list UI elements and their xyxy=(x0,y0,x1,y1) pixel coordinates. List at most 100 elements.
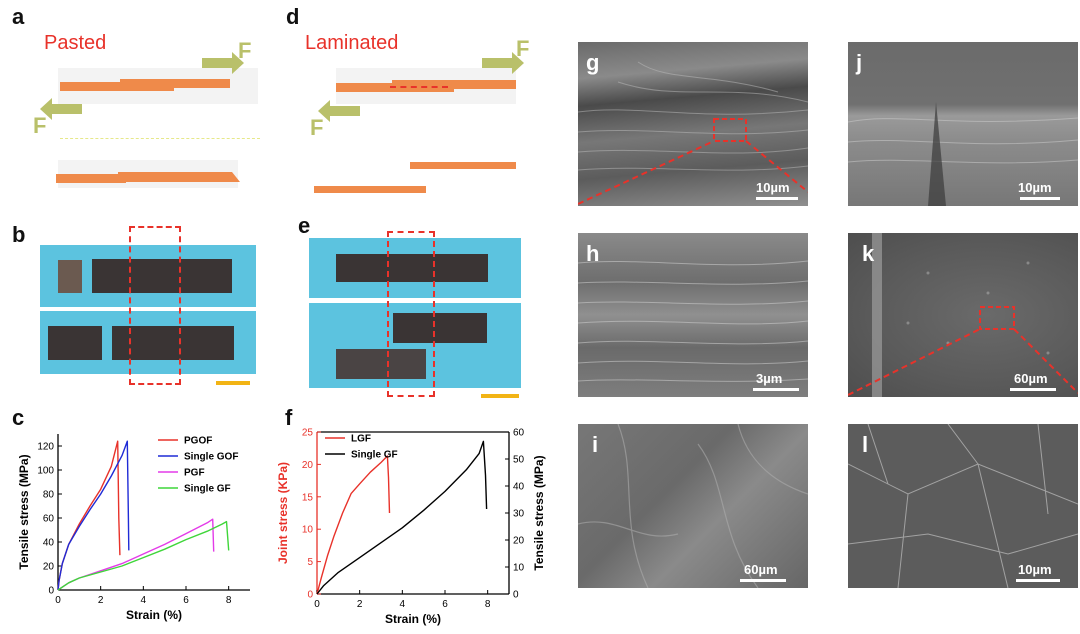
sample-broken-left xyxy=(48,326,102,360)
y-right-tick-label: 60 xyxy=(513,428,525,439)
y-tick-label: 80 xyxy=(43,490,55,501)
y-right-tick-label: 50 xyxy=(513,455,525,466)
x-tick-label: 4 xyxy=(400,599,406,610)
arrow-right-icon-d xyxy=(482,52,524,74)
x-tick-label: 0 xyxy=(314,599,320,610)
y-right-axis-label: Tensile stress (MPa) xyxy=(532,455,546,570)
scale-bar-l xyxy=(1016,579,1060,582)
sample-strip-pasted xyxy=(92,259,232,293)
series-line-pgf xyxy=(57,518,215,591)
scale-label-k: 60µm xyxy=(1014,371,1048,386)
x-axis-label: Strain (%) xyxy=(126,608,182,622)
scale-bar-h xyxy=(753,388,799,391)
broken-strip-tail xyxy=(200,172,240,182)
panel-label-h: h xyxy=(586,241,600,266)
separated-strip-top xyxy=(410,162,516,169)
y-tick-label: 20 xyxy=(302,460,314,471)
legend-entry: Single GF xyxy=(351,450,398,461)
sem-image-k: k 60µm xyxy=(848,233,1078,397)
sample-separated-top xyxy=(393,313,487,343)
scale-label-h: 3µm xyxy=(756,371,783,386)
y-axis-label: Tensile stress (MPa) xyxy=(17,454,31,569)
force-label-right-d: F xyxy=(516,36,530,61)
x-tick-label: 6 xyxy=(183,595,189,606)
x-tick-label: 6 xyxy=(442,599,448,610)
sem-image-h: h 3µm xyxy=(578,233,808,397)
broken-strip-b xyxy=(118,172,204,182)
panel-label-c: c xyxy=(12,405,25,430)
y-tick-label: 20 xyxy=(43,562,55,573)
force-label-left-d: F xyxy=(310,115,324,140)
y-right-tick-label: 30 xyxy=(513,509,525,520)
y-tick-label: 60 xyxy=(43,514,55,525)
joint-highlight-box-b xyxy=(129,226,181,385)
panel-label-j: j xyxy=(856,50,863,75)
scale-bar-k xyxy=(1010,388,1056,391)
y-right-tick-label: 10 xyxy=(513,563,525,574)
legend-entry: PGOF xyxy=(184,436,212,447)
y-tick-label: 10 xyxy=(302,525,314,536)
series-line-lgf xyxy=(316,455,391,595)
scale-bar-j xyxy=(1020,197,1060,200)
legend-entry: PGF xyxy=(184,468,205,479)
y-right-tick-label: 0 xyxy=(513,590,519,601)
arrow-right-icon xyxy=(202,52,244,74)
photo-scale-bar-b xyxy=(216,381,250,385)
joint-highlight-box-e xyxy=(387,231,435,397)
y-tick-label: 0 xyxy=(48,586,54,597)
x-tick-label: 4 xyxy=(141,595,147,606)
x-tick-label: 8 xyxy=(226,595,232,606)
separated-strip-bottom xyxy=(314,186,426,193)
panel-label-k: k xyxy=(862,241,875,266)
panel-label-d: d xyxy=(286,4,300,29)
panel-a-title: Pasted xyxy=(44,32,107,54)
overlap-marker xyxy=(390,86,448,88)
y-tick-label: 100 xyxy=(37,466,54,477)
y-axis-label: Joint stress (KPa) xyxy=(276,462,290,564)
scale-bar-g xyxy=(756,197,798,200)
x-tick-label: 8 xyxy=(485,599,491,610)
panel-label-g: g xyxy=(586,50,600,75)
sample-piece xyxy=(58,260,82,293)
panel-label-e: e xyxy=(298,213,311,238)
series-line-single-gf xyxy=(57,520,230,591)
series-line-single-gf xyxy=(316,440,488,595)
panel-d-title: Laminated xyxy=(305,32,399,54)
sem-image-i: i 60µm xyxy=(578,424,808,588)
broken-strip-a xyxy=(56,174,126,183)
sem-image-g: g 10µm xyxy=(578,42,808,206)
y-tick-label: 5 xyxy=(307,557,313,568)
scale-label-i: 60µm xyxy=(744,562,778,577)
panel-label-i: i xyxy=(592,432,599,457)
panel-label-l: l xyxy=(862,432,869,457)
y-right-tick-label: 40 xyxy=(513,482,525,493)
force-label-left: F xyxy=(33,113,47,138)
arrow-left-icon-d xyxy=(318,100,360,122)
panel-label-b: b xyxy=(12,222,26,247)
legend-entry: Single GOF xyxy=(184,452,238,463)
y-tick-label: 0 xyxy=(307,590,313,601)
scale-label-l: 10µm xyxy=(1018,562,1052,577)
scale-bar-i xyxy=(740,579,786,582)
panel-label-f: f xyxy=(285,405,293,430)
scale-label-g: 10µm xyxy=(756,180,790,195)
panel-label-a: a xyxy=(12,4,25,29)
joint-chart-f: 0 2 4 6 8 0 5 10 15 20 25 0 10 20 30 40 50 60 Strain (%) Jo… xyxy=(276,428,546,627)
y-tick-label: 40 xyxy=(43,538,55,549)
scale-label-j: 10µm xyxy=(1018,180,1052,195)
force-label-right: F xyxy=(238,38,252,63)
divider-line xyxy=(60,138,260,139)
legend-entry: Single GF xyxy=(184,484,231,495)
x-axis-label: Strain (%) xyxy=(385,612,441,626)
pasted-strip-right xyxy=(120,79,230,88)
sem-image-l: l 10µm xyxy=(848,424,1078,588)
y-tick-label: 120 xyxy=(37,442,54,453)
sample-broken-right xyxy=(112,326,234,360)
y-tick-label: 25 xyxy=(302,428,314,439)
x-tick-label: 2 xyxy=(357,599,363,610)
y-right-tick-label: 20 xyxy=(513,536,525,547)
sample-strip-laminated xyxy=(336,254,488,282)
x-tick-label: 2 xyxy=(98,595,104,606)
laminated-strip-right xyxy=(392,80,516,89)
